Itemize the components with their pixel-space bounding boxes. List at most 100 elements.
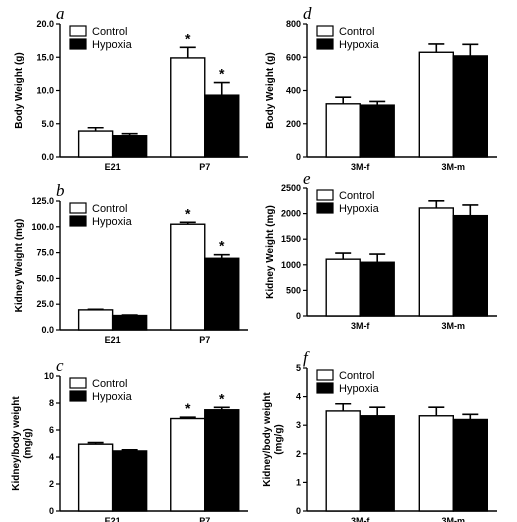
bar-hypoxia — [359, 415, 395, 512]
bar-hypoxia — [111, 314, 148, 331]
panel-letter: a — [56, 4, 65, 23]
bar-hypoxia — [452, 418, 488, 512]
y-tick-label: 100.0 — [31, 222, 54, 232]
y-tick-label: 4 — [296, 392, 301, 402]
y-tick-label: 10.0 — [36, 86, 54, 96]
legend-swatch-hypoxia — [69, 390, 87, 402]
panel-letter: f — [303, 348, 310, 367]
bar-control — [418, 415, 454, 512]
legend-swatch-hypoxia — [316, 382, 334, 394]
y-tick-label: 1500 — [281, 234, 301, 244]
y-tick-label: 0 — [296, 152, 301, 162]
y-tick-label: 200 — [286, 119, 301, 129]
y-tick-label: 6 — [49, 425, 54, 435]
panel-a: a Body Weight (g) 0.0 5.0 10.0 15.0 20.0 E21 P7 *… — [14, 4, 248, 172]
x-tick-label: 3M-m — [442, 162, 466, 172]
legend-label: Hypoxia — [339, 39, 380, 51]
bar-control — [325, 103, 361, 158]
x-tick-label: E21 — [105, 162, 121, 172]
y-tick-label: 50.0 — [36, 273, 54, 283]
bar-hypoxia — [359, 104, 395, 158]
bar-control — [77, 309, 114, 331]
bar-control — [418, 51, 454, 158]
bar-control — [77, 130, 114, 158]
y-axis-label: Kidney Weight (mg) — [14, 219, 25, 313]
y-tick-label: 2 — [49, 479, 54, 489]
y-axis-label: Kidney Weight (mg) — [265, 205, 276, 299]
legend-label: Control — [92, 203, 127, 215]
y-tick-label: 0.0 — [41, 325, 54, 335]
x-tick-label: 3M-f — [351, 321, 370, 331]
legend-label: Control — [339, 190, 374, 202]
bar-hypoxia — [452, 214, 488, 317]
y-tick-label: 3 — [296, 420, 301, 430]
significance-marker: * — [185, 205, 191, 221]
y-tick-label: 125.0 — [31, 196, 54, 206]
x-tick-label: P7 — [199, 516, 210, 522]
x-tick-label: 3M-f — [351, 516, 370, 522]
significance-marker: * — [185, 400, 191, 416]
panel-b: b Kidney Weight (mg) 0.0 25.0 50.0 75.0 100.0 1… — [14, 181, 248, 345]
legend-swatch-control — [316, 189, 334, 201]
y-axis-label: Kidney/body weight(mg/g) — [262, 392, 285, 487]
y-tick-label: 500 — [286, 285, 301, 295]
x-tick-label: 3M-m — [442, 321, 466, 331]
y-axis-label-line: (mg/g) — [274, 424, 285, 455]
bar-control — [170, 57, 206, 158]
panel-letter: d — [303, 4, 312, 23]
panel-letter: e — [303, 169, 311, 188]
panel-f: f Kidney/body weight(mg/g) 0 1 2 3 4 5 3M-f 3M-m C… — [262, 348, 497, 522]
legend-swatch-hypoxia — [316, 202, 334, 214]
y-tick-label: 0 — [296, 311, 301, 321]
bar-hypoxia — [204, 409, 240, 512]
legend-swatch-hypoxia — [316, 38, 334, 50]
legend-label: Hypoxia — [339, 383, 380, 395]
y-tick-label: 1000 — [281, 260, 301, 270]
x-tick-label: P7 — [199, 162, 210, 172]
significance-marker: * — [185, 30, 191, 46]
y-tick-label: 20.0 — [36, 19, 54, 29]
y-tick-label: 0 — [296, 506, 301, 516]
panel-e: e Kidney Weight (mg) 0 500 1000 1500 2000 2500 3… — [265, 169, 497, 331]
legend-swatch-hypoxia — [69, 38, 87, 50]
bar-hypoxia — [111, 450, 148, 512]
y-tick-label: 2000 — [281, 209, 301, 219]
legend-swatch-control — [316, 25, 334, 37]
y-tick-label: 8 — [49, 398, 54, 408]
y-tick-label: 800 — [286, 19, 301, 29]
bar-control — [325, 410, 361, 512]
y-tick-label: 0 — [49, 506, 54, 516]
panel-letter: b — [56, 181, 65, 200]
y-tick-label: 25.0 — [36, 299, 54, 309]
y-tick-label: 5.0 — [41, 119, 54, 129]
y-tick-label: 4 — [49, 452, 54, 462]
legend-label: Hypoxia — [92, 216, 133, 228]
y-axis-label-line: Kidney/body weight — [262, 392, 273, 487]
bar-control — [418, 207, 454, 317]
y-tick-label: 75.0 — [36, 248, 54, 258]
y-tick-label: 2500 — [281, 183, 301, 193]
significance-marker: * — [219, 238, 225, 254]
legend-swatch-control — [69, 377, 87, 389]
legend-label: Control — [92, 378, 127, 390]
y-tick-label: 400 — [286, 86, 301, 96]
legend-label: Hypoxia — [339, 203, 380, 215]
y-tick-label: 5 — [296, 363, 301, 373]
bar-control — [325, 258, 361, 317]
x-tick-label: E21 — [105, 335, 121, 345]
bar-control — [170, 223, 206, 331]
bar-hypoxia — [111, 135, 148, 158]
y-tick-label: 10 — [44, 371, 54, 381]
y-axis-label: Body Weight (g) — [14, 52, 25, 128]
y-axis-label-line: (mg/g) — [23, 428, 34, 459]
bar-hypoxia — [452, 55, 488, 158]
x-tick-label: 3M-m — [442, 516, 466, 522]
legend-swatch-control — [69, 25, 87, 37]
panel-d: d Body Weight (g) 0 200 400 600 800 3M-f 3M-m Con… — [265, 4, 497, 172]
y-tick-label: 1 — [296, 477, 301, 487]
y-tick-label: 15.0 — [36, 52, 54, 62]
x-tick-label: 3M-f — [351, 162, 370, 172]
panel-c: c Kidney/body weight(mg/g) 0 2 4 6 8 10 E21 P7 * * C… — [11, 356, 248, 522]
x-tick-label: E21 — [105, 516, 121, 522]
